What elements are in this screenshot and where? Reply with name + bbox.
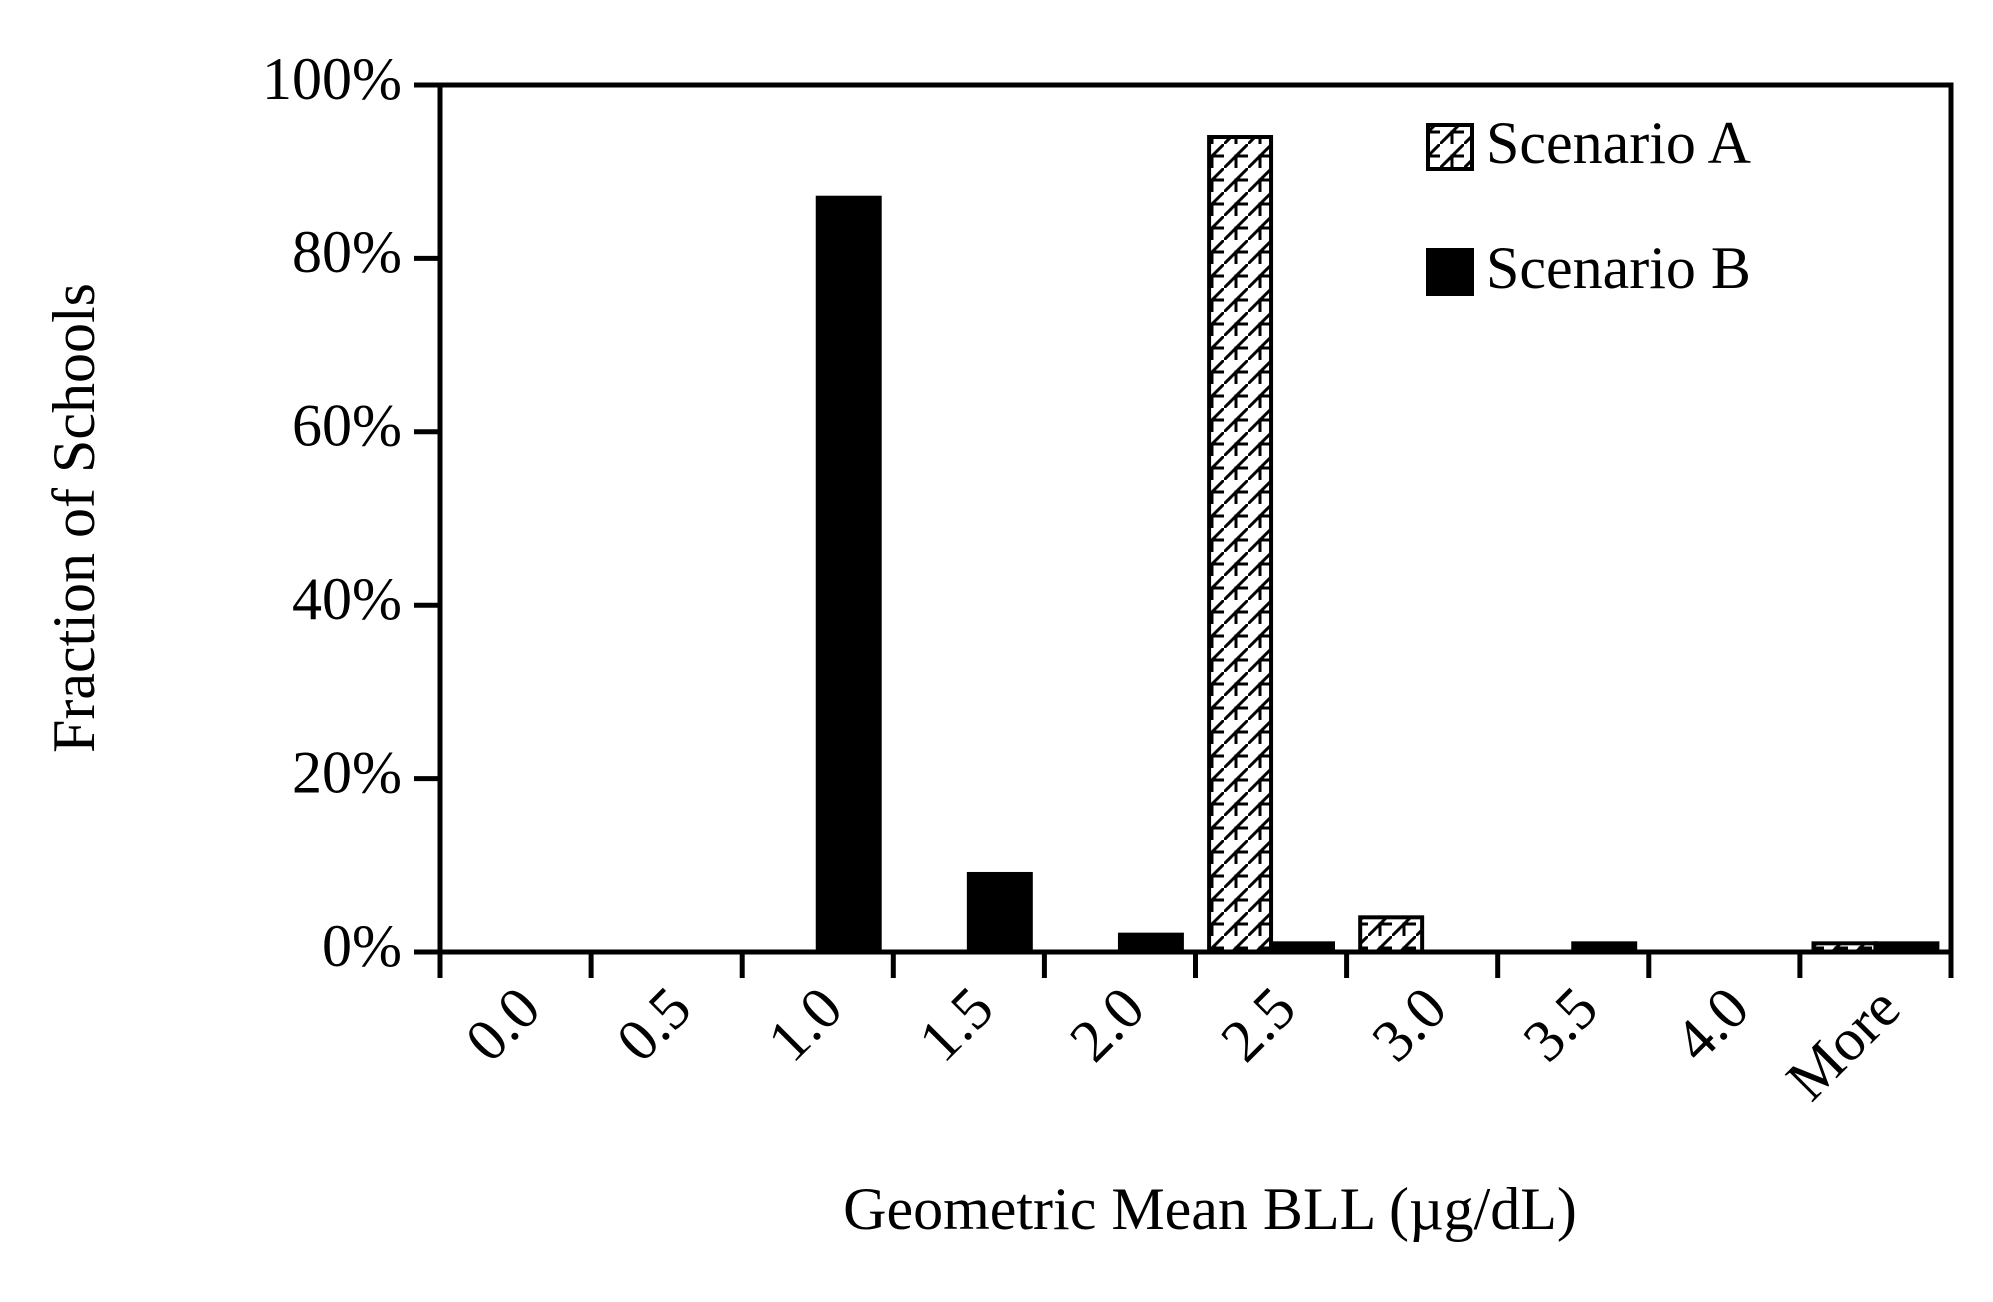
x-axis-title: Geometric Mean BLL (µg/dL) (843, 1176, 1577, 1242)
y-tick-label: 20% (292, 739, 402, 805)
y-tick-label: 0% (322, 913, 402, 979)
x-tick-label: 1.5 (906, 974, 1006, 1074)
x-tick-label: 2.5 (1208, 974, 1308, 1074)
y-tick-label: 80% (292, 219, 402, 285)
legend-swatch (1426, 123, 1474, 171)
x-tick-label: 0.0 (453, 974, 553, 1074)
y-tick-label: 100% (262, 46, 402, 112)
x-tick-label: 1.0 (755, 974, 855, 1074)
x-tick-label: 3.5 (1510, 974, 1610, 1074)
x-tick-label: 4.0 (1662, 974, 1762, 1074)
bar (1358, 915, 1425, 955)
x-tick-label: More (1774, 974, 1913, 1113)
x-tick-label: 3.0 (1359, 974, 1459, 1074)
plot-frame (437, 82, 1954, 955)
bar (1117, 932, 1184, 954)
x-tick-label: 2.0 (1057, 974, 1157, 1074)
bar (966, 871, 1033, 954)
legend-label: Scenario B (1486, 235, 1751, 301)
y-axis-title: Fraction of Schools (41, 283, 107, 753)
x-tick-label: 0.5 (604, 974, 704, 1074)
y-tick-label: 40% (292, 566, 402, 632)
bar (815, 195, 882, 954)
bar (1207, 135, 1274, 954)
legend-swatch (1426, 248, 1474, 296)
legend-label: Scenario A (1486, 110, 1751, 176)
y-tick-label: 60% (292, 393, 402, 459)
